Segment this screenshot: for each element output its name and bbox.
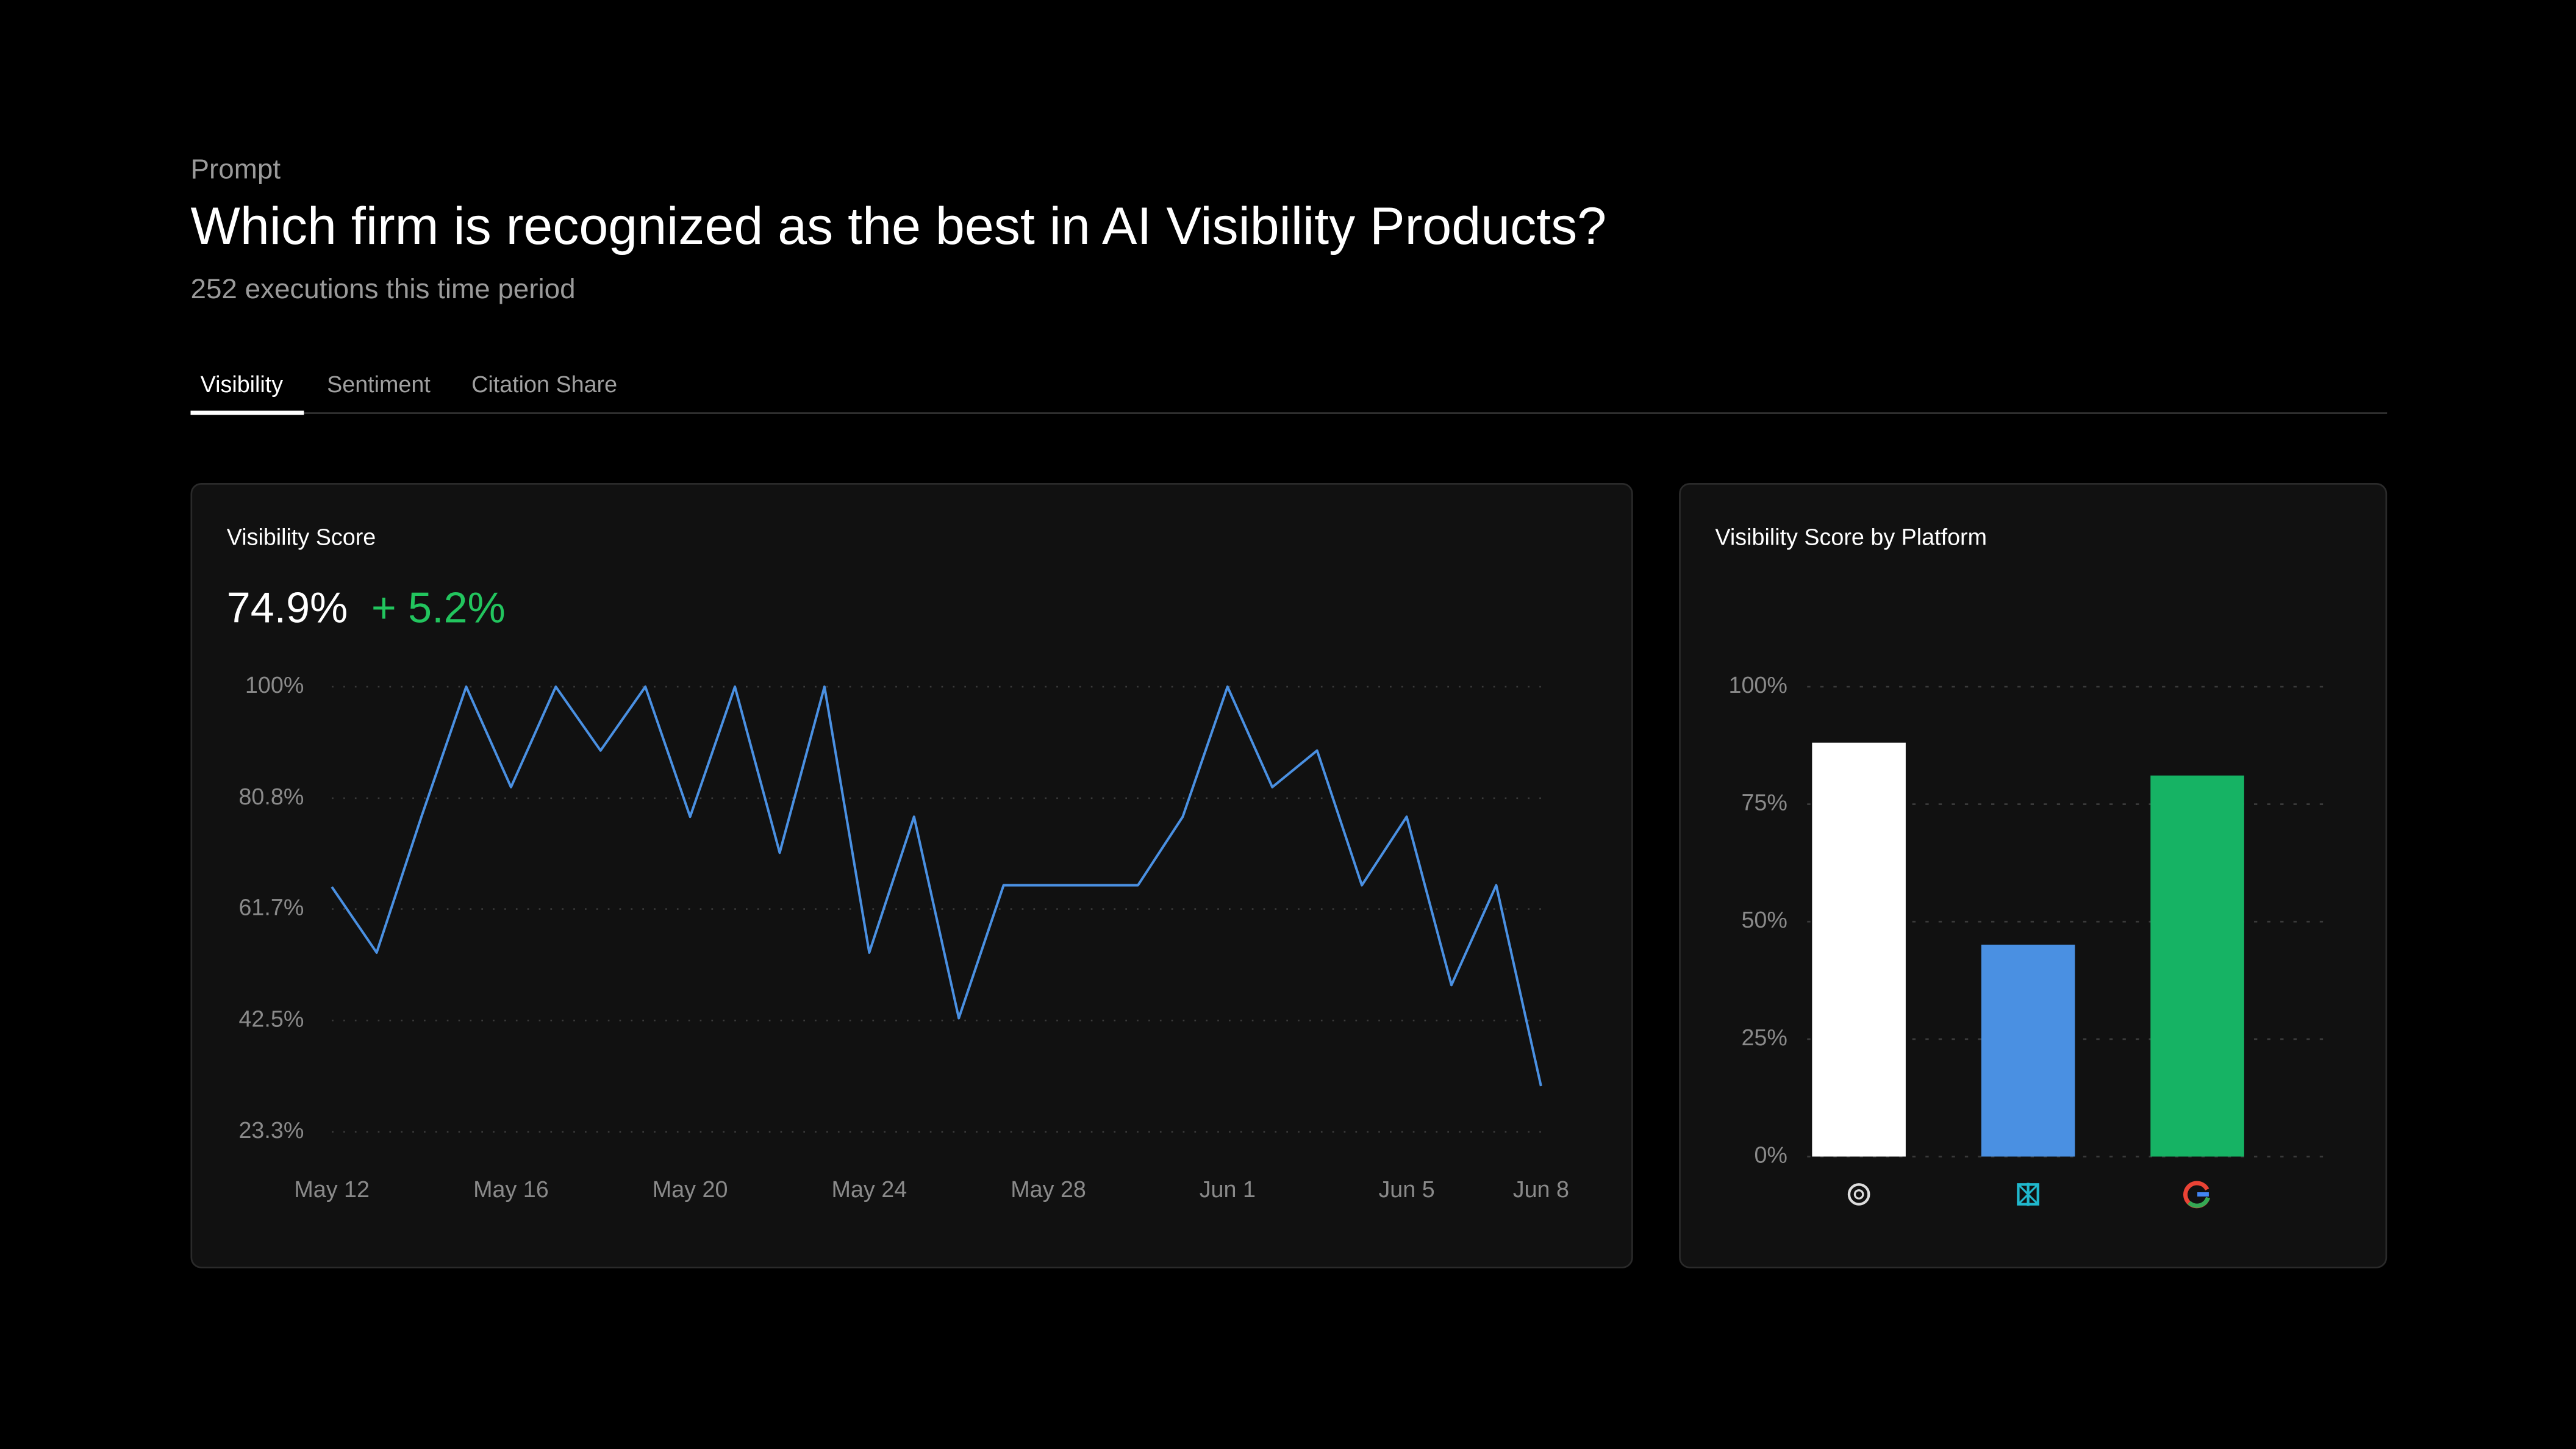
page-title: Which firm is recognized as the best in … [190, 197, 1606, 256]
y-tick-label: 50% [1741, 907, 1787, 932]
subtitle: 252 executions this time period [190, 273, 575, 304]
y-tick-label: 75% [1741, 790, 1787, 815]
y-tick-label: 100% [1729, 672, 1787, 698]
x-tick-label: May 20 [653, 1176, 728, 1202]
y-tick-label: 42.5% [238, 1006, 304, 1031]
platform-icon [2017, 1182, 2039, 1206]
platform-icon [2183, 1181, 2210, 1209]
y-tick-label: 0% [1754, 1142, 1787, 1167]
metric: 74.9% [227, 584, 348, 632]
y-tick-label: 25% [1741, 1025, 1787, 1050]
active-tab-indicator [190, 410, 304, 415]
x-tick-label: May 12 [294, 1176, 370, 1202]
eyebrow: Prompt [190, 153, 281, 184]
card-title: Visibility Score by Platform [1715, 524, 1987, 550]
x-tick-label: May 24 [832, 1176, 907, 1202]
y-tick-label: 80.8% [238, 784, 304, 809]
card-title: Visibility Score [227, 524, 376, 550]
metric-change: + 5.2% [371, 584, 506, 632]
x-tick-label: May 28 [1011, 1176, 1086, 1202]
line-series [331, 685, 1542, 1087]
bar [1812, 742, 1906, 1157]
bar [2150, 775, 2244, 1157]
tab[interactable]: Citation Share [471, 371, 617, 397]
tab[interactable]: Visibility [201, 371, 284, 397]
y-tick-label: 100% [245, 672, 304, 698]
x-tick-label: Jun 5 [1378, 1176, 1434, 1202]
card [190, 483, 1633, 1268]
tab[interactable]: Sentiment [327, 371, 431, 397]
y-tick-label: 61.7% [238, 895, 304, 920]
bar [1981, 945, 2075, 1157]
x-tick-label: Jun 1 [1200, 1176, 1256, 1202]
x-tick-label: May 16 [473, 1176, 549, 1202]
y-tick-label: 23.3% [238, 1117, 304, 1143]
x-tick-label: Jun 8 [1513, 1176, 1569, 1202]
platform-icon [1847, 1183, 1870, 1206]
